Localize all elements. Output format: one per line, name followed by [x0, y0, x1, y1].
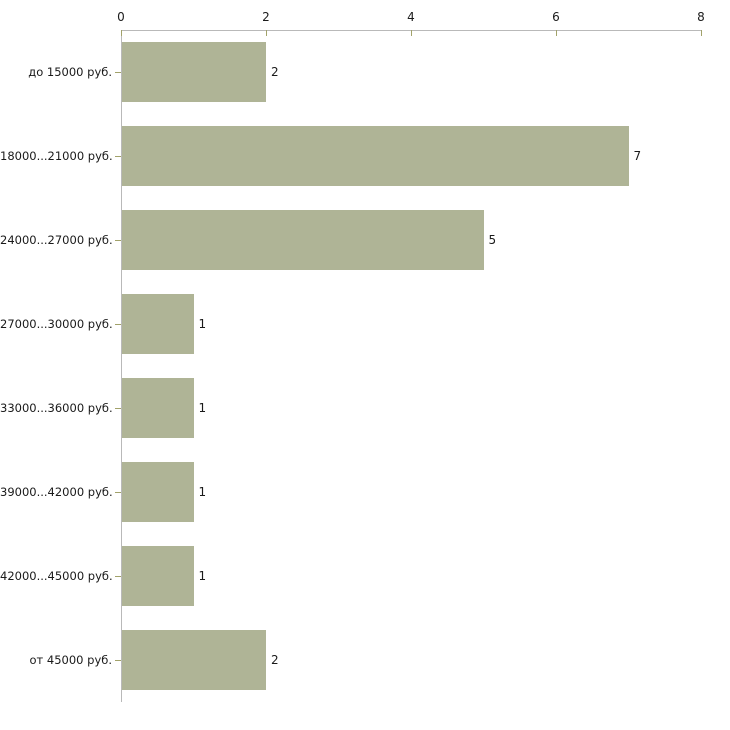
y-axis-tick	[115, 72, 121, 73]
x-axis-tick-label: 4	[407, 10, 415, 24]
x-axis-tick-label: 6	[552, 10, 560, 24]
bar-value-label: 1	[198, 317, 207, 331]
y-axis-category-label: 24000...27000 руб.	[0, 233, 113, 247]
y-axis-tick	[115, 156, 121, 157]
bar	[122, 462, 194, 522]
x-axis-tick	[266, 30, 267, 36]
x-axis-tick-label: 0	[117, 10, 125, 24]
bar-value-label: 1	[198, 401, 207, 415]
bar	[122, 546, 194, 606]
x-axis-tick	[701, 30, 702, 36]
bar	[122, 210, 484, 270]
y-axis-tick	[115, 324, 121, 325]
y-axis-category-label: 27000...30000 руб.	[0, 317, 113, 331]
bar-value-label: 1	[198, 569, 207, 583]
y-axis-category-label: 33000...36000 руб.	[0, 401, 113, 415]
y-axis-line	[121, 30, 122, 702]
bar	[122, 126, 629, 186]
x-axis-tick	[411, 30, 412, 36]
bar-value-label: 2	[271, 65, 279, 79]
bar-value-label: 1	[198, 485, 207, 499]
x-axis-tick-label: 2	[262, 10, 270, 24]
x-axis-tick	[556, 30, 557, 36]
x-axis-tick	[121, 30, 122, 36]
y-axis-tick	[115, 492, 121, 493]
y-axis-tick	[115, 660, 121, 661]
bar	[122, 630, 266, 690]
y-axis-tick	[115, 576, 121, 577]
y-axis-category-label: до 15000 руб.	[28, 65, 112, 79]
bar-value-label: 7	[633, 149, 642, 163]
y-axis-category-label: 39000...42000 руб.	[0, 485, 113, 499]
y-axis-tick	[115, 240, 121, 241]
y-axis-category-label: 42000...45000 руб.	[0, 569, 113, 583]
x-axis-tick-label: 8	[697, 10, 705, 24]
y-axis-tick	[115, 408, 121, 409]
bar	[122, 42, 266, 102]
bar-value-label: 5	[488, 233, 497, 247]
y-axis-category-label: от 45000 руб.	[29, 653, 112, 667]
y-axis-category-label: 18000...21000 руб.	[0, 149, 113, 163]
bar	[122, 294, 194, 354]
bar	[122, 378, 194, 438]
bar-value-label: 2	[271, 653, 279, 667]
